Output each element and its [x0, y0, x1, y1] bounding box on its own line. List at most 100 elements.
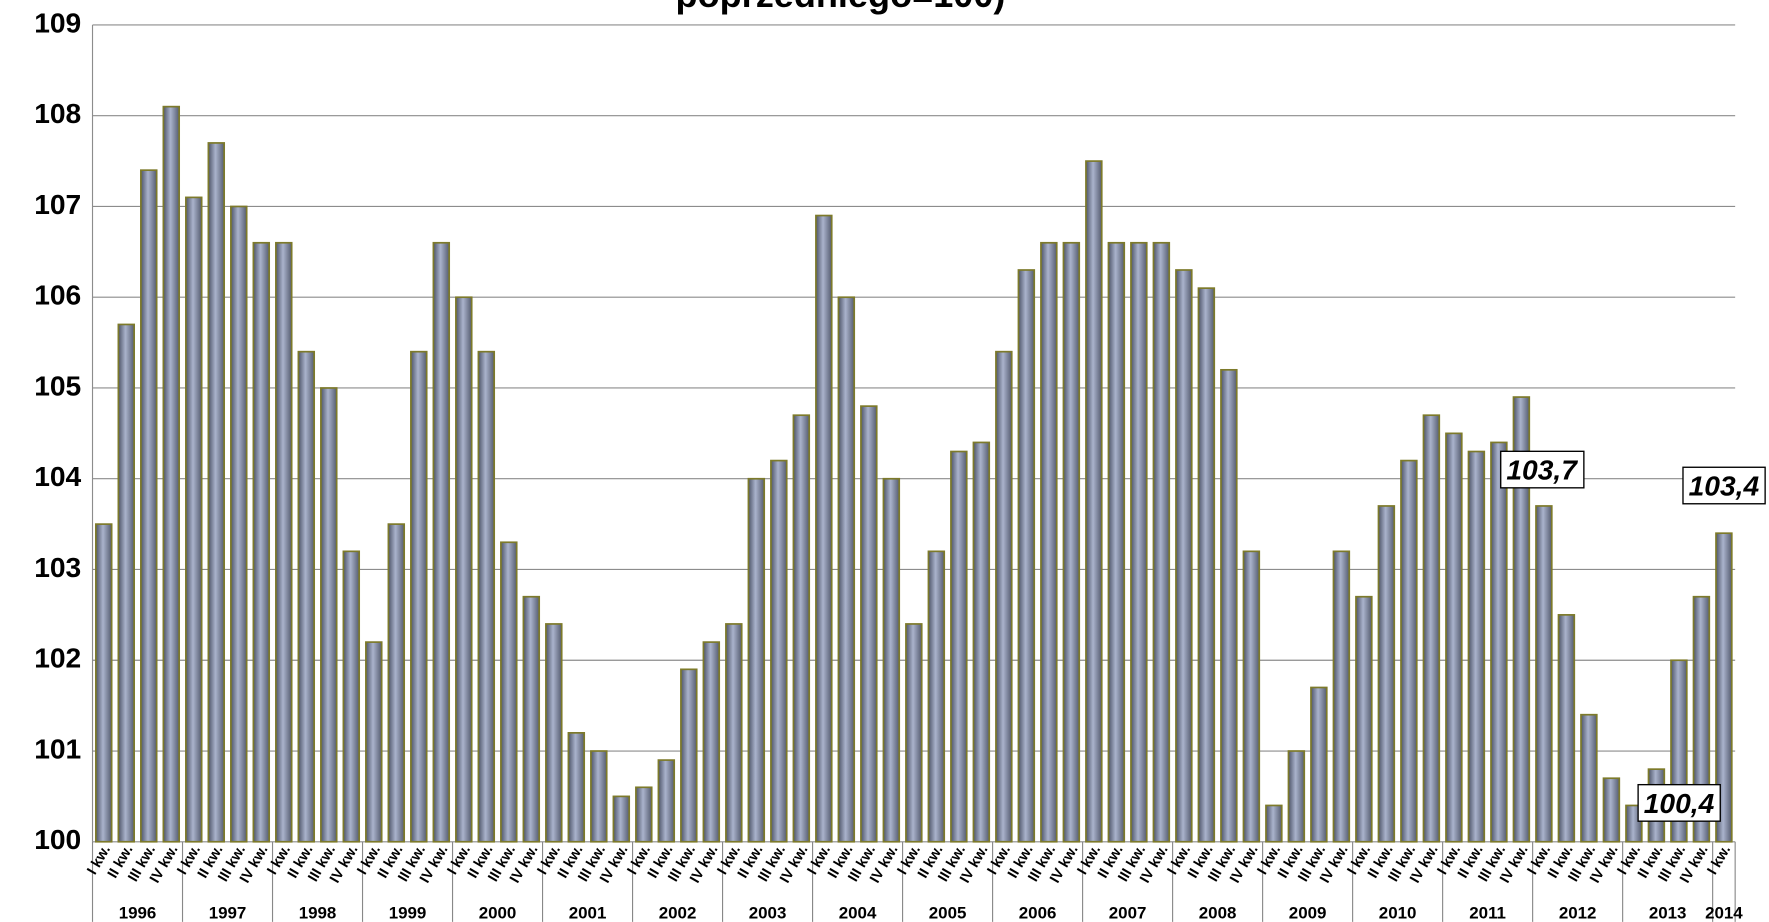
year-label: 2004	[839, 903, 877, 922]
bar	[117, 323, 136, 843]
bar	[207, 142, 226, 843]
bar	[95, 523, 113, 843]
bar	[140, 169, 158, 843]
bar	[1265, 804, 1283, 843]
bar	[702, 641, 721, 843]
bar	[567, 732, 586, 843]
bar	[1242, 550, 1261, 843]
x-tick-label: I kw.	[1705, 843, 1734, 878]
value-label-box	[1682, 466, 1766, 505]
bar	[1602, 777, 1621, 843]
year-label: 2008	[1199, 903, 1237, 922]
bar	[1580, 713, 1598, 843]
bar	[297, 350, 316, 843]
bar	[1692, 595, 1711, 843]
bar	[1535, 505, 1553, 843]
bar	[410, 350, 428, 843]
y-tick-label: 109	[34, 6, 81, 38]
y-tick-label: 104	[34, 460, 81, 492]
bar	[1220, 368, 1238, 843]
bar	[365, 641, 383, 843]
bar	[1175, 269, 1193, 843]
bar	[635, 786, 653, 843]
bar	[1490, 441, 1508, 843]
bar	[1715, 532, 1733, 843]
bar	[1085, 160, 1103, 843]
bar	[1467, 450, 1486, 843]
bar	[657, 759, 676, 843]
bar	[1400, 459, 1418, 843]
bar	[725, 623, 743, 843]
bar	[1017, 269, 1036, 843]
bar	[1332, 550, 1351, 843]
year-label: 2012	[1559, 903, 1597, 922]
bar	[1040, 241, 1058, 843]
bar	[1445, 432, 1463, 843]
bar	[1062, 241, 1081, 843]
bar	[230, 205, 248, 843]
bar	[950, 450, 968, 843]
y-tick-label: 106	[34, 279, 81, 311]
bar	[1310, 686, 1328, 843]
bar	[972, 441, 991, 843]
year-label: 2007	[1109, 903, 1147, 922]
y-tick-label: 100	[34, 823, 81, 855]
bar	[927, 550, 946, 843]
bar	[522, 595, 541, 843]
bar	[792, 414, 811, 843]
bar	[1130, 241, 1148, 843]
value-label-box	[1637, 783, 1721, 822]
bar	[1197, 287, 1216, 843]
bar	[1107, 241, 1126, 843]
bar	[185, 196, 203, 843]
bar	[1287, 750, 1306, 843]
bar	[500, 541, 518, 843]
bar	[1152, 241, 1171, 843]
bar	[1422, 414, 1441, 843]
bar	[477, 350, 496, 843]
year-label: 1999	[389, 903, 427, 922]
bar	[252, 241, 271, 843]
bar	[860, 405, 878, 843]
bar	[815, 214, 833, 843]
year-label: 2014	[1705, 903, 1743, 922]
year-label: 2011	[1469, 903, 1506, 922]
year-label: 2003	[749, 903, 787, 922]
bar	[455, 296, 473, 843]
year-label: 2002	[659, 903, 697, 922]
year-label: 1996	[119, 903, 157, 922]
year-label: 2000	[479, 903, 517, 922]
year-label: 2013	[1649, 903, 1687, 922]
y-tick-label: 101	[34, 732, 81, 764]
bar	[1355, 595, 1373, 843]
bar	[837, 296, 856, 843]
year-label: 1997	[209, 903, 247, 922]
year-label: 2005	[929, 903, 967, 922]
year-label: 2001	[569, 903, 607, 922]
y-tick-label: 102	[34, 642, 81, 674]
year-label: 2006	[1019, 903, 1057, 922]
y-tick-label: 108	[34, 97, 81, 129]
bar	[612, 795, 631, 843]
year-label: 1998	[299, 903, 337, 922]
value-label: 103,4	[1689, 470, 1760, 502]
year-label: 2010	[1379, 903, 1417, 922]
bar	[162, 105, 181, 843]
bar	[905, 623, 923, 843]
bar	[275, 241, 293, 843]
bar	[432, 241, 451, 843]
bar	[1557, 614, 1576, 843]
bar	[342, 550, 361, 843]
bar	[545, 623, 563, 843]
bar	[680, 668, 698, 843]
year-label: 2009	[1289, 903, 1327, 922]
bar	[320, 387, 338, 843]
bar	[1377, 505, 1396, 843]
y-tick-label: 105	[34, 369, 81, 401]
bar	[747, 477, 766, 843]
bar	[1512, 396, 1531, 843]
y-tick-label: 103	[34, 551, 81, 583]
value-label: 103,7	[1506, 454, 1578, 486]
bar	[590, 750, 608, 843]
